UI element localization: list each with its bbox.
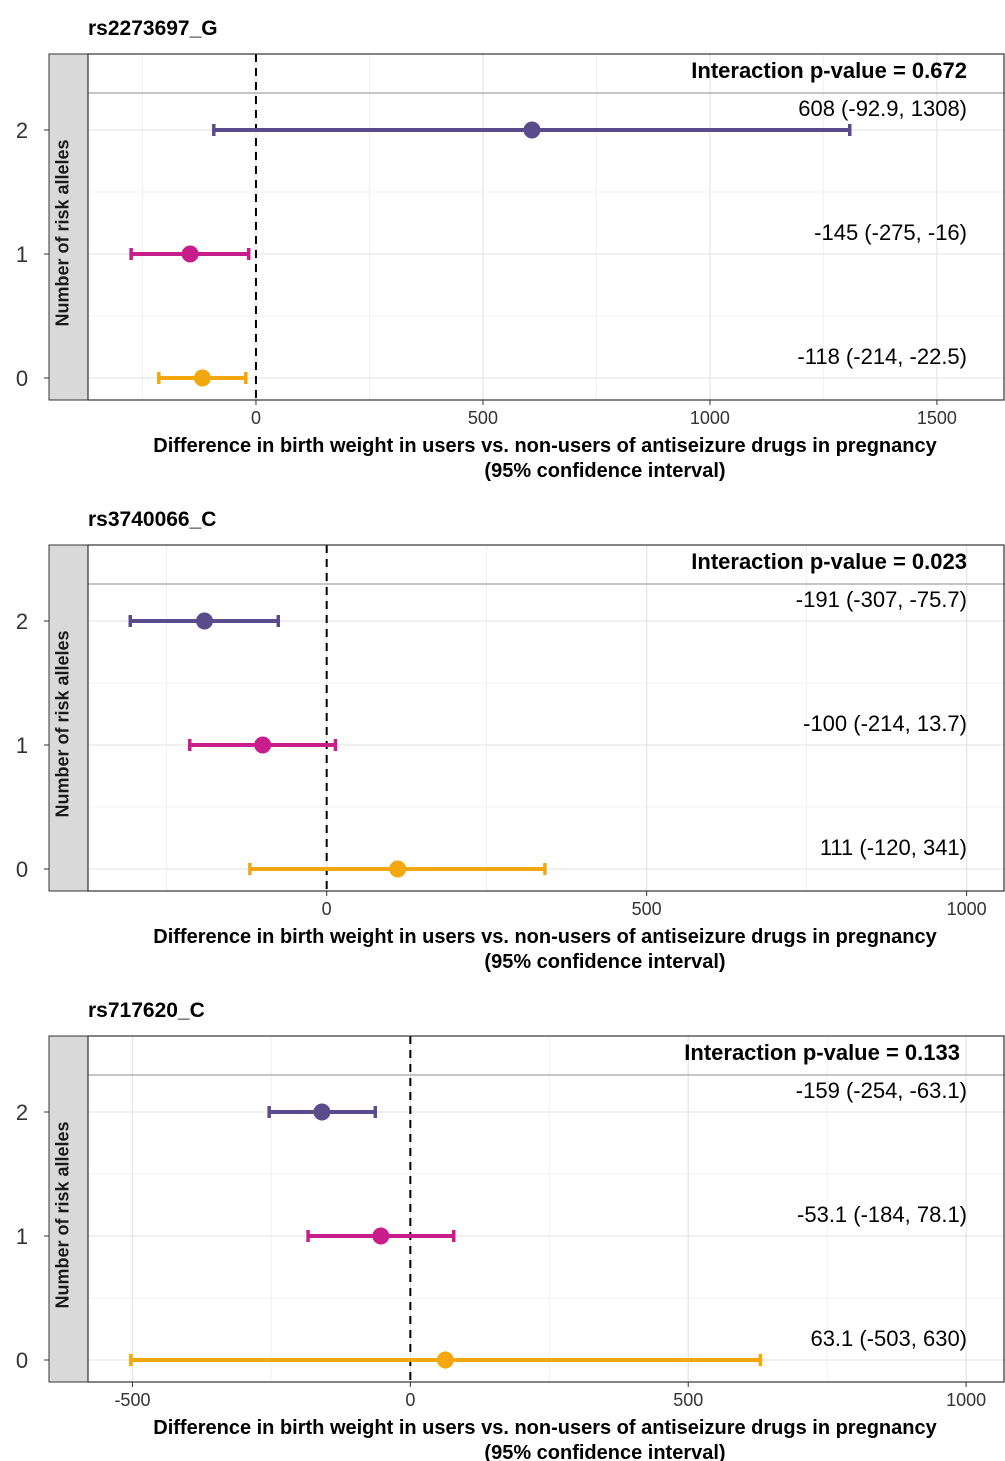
- y-tick-label: 1: [16, 733, 28, 758]
- point-estimate-1-alleles: [254, 736, 272, 754]
- point-estimate-2-alleles: [523, 121, 541, 139]
- y-tick-label: 2: [16, 609, 28, 634]
- y-tick-label: 2: [16, 118, 28, 143]
- point-estimate-1-alleles: [181, 245, 199, 263]
- y-tick-label: 1: [16, 1224, 28, 1249]
- point-estimate-1-alleles: [372, 1227, 390, 1245]
- panel-title: rs2273697_G: [88, 17, 218, 40]
- y-axis-label: Number of risk alleles: [53, 139, 73, 326]
- y-tick-label: 1: [16, 242, 28, 267]
- facet-strip: [48, 1035, 89, 1383]
- x-tick-label: 1000: [690, 408, 730, 428]
- x-axis-label: Difference in birth weight in users vs. …: [153, 926, 937, 948]
- y-tick-label: 0: [16, 1348, 28, 1373]
- x-tick-label: 0: [322, 899, 332, 919]
- panel-title: rs717620_C: [88, 999, 205, 1022]
- interaction-pvalue-label: Interaction p-value = 0.023: [691, 549, 967, 574]
- panel-3: rs717620_C Interaction p-value = 0.133 -15…: [16, 999, 1005, 1461]
- x-tick-label: 500: [468, 408, 498, 428]
- interaction-pvalue-label: Interaction p-value = 0.133: [684, 1040, 960, 1065]
- x-axis-label-line2: (95% confidence interval): [484, 460, 725, 482]
- interaction-pvalue-label: Interaction p-value = 0.672: [691, 58, 967, 83]
- x-tick-label: 1000: [947, 899, 987, 919]
- x-axis-label-line2: (95% confidence interval): [484, 1442, 725, 1461]
- estimate-label: -53.1 (-184, 78.1): [797, 1202, 967, 1227]
- x-tick-label: 0: [251, 408, 261, 428]
- y-axis-label: Number of risk alleles: [53, 630, 73, 817]
- panel-title: rs3740066_C: [88, 508, 216, 531]
- x-tick-label: 500: [632, 899, 662, 919]
- estimate-label: 63.1 (-503, 630): [810, 1326, 967, 1351]
- x-axis-label: Difference in birth weight in users vs. …: [153, 435, 937, 457]
- x-tick-label: 1500: [917, 408, 957, 428]
- point-estimate-2-alleles: [313, 1103, 331, 1121]
- estimate-label: -191 (-307, -75.7): [796, 587, 967, 612]
- point-estimate-2-alleles: [195, 612, 213, 630]
- estimate-label: -159 (-254, -63.1): [796, 1078, 967, 1103]
- estimate-label: -118 (-214, -22.5): [797, 344, 967, 369]
- panel-1: rs2273697_G Interaction p-value = 0.672 60…: [16, 17, 1005, 482]
- estimate-label: -100 (-214, 13.7): [803, 711, 967, 736]
- x-tick-label: -500: [114, 1390, 150, 1410]
- x-axis-label: Difference in birth weight in users vs. …: [153, 1417, 937, 1439]
- point-estimate-0-alleles: [436, 1351, 454, 1369]
- plot-frame: [87, 1035, 1005, 1383]
- y-axis-label: Number of risk alleles: [53, 1121, 73, 1308]
- x-tick-label: 500: [673, 1390, 703, 1410]
- panel-2: rs3740066_C Interaction p-value = 0.023 -1…: [16, 508, 1005, 973]
- estimate-label: 111 (-120, 341): [820, 835, 967, 860]
- point-estimate-0-alleles: [193, 369, 211, 387]
- y-tick-label: 0: [16, 857, 28, 882]
- x-tick-label: 0: [405, 1390, 415, 1410]
- estimate-label: -145 (-275, -16): [814, 220, 967, 245]
- estimate-label: 608 (-92.9, 1308): [798, 96, 967, 121]
- x-axis-label-line2: (95% confidence interval): [484, 951, 725, 973]
- y-tick-label: 2: [16, 1100, 28, 1125]
- plot-frame: [87, 53, 1005, 401]
- facet-strip: [48, 544, 89, 892]
- y-tick-label: 0: [16, 366, 28, 391]
- point-estimate-0-alleles: [389, 860, 407, 878]
- x-tick-label: 1000: [946, 1390, 986, 1410]
- plot-frame: [87, 544, 1005, 892]
- facet-strip: [48, 53, 89, 401]
